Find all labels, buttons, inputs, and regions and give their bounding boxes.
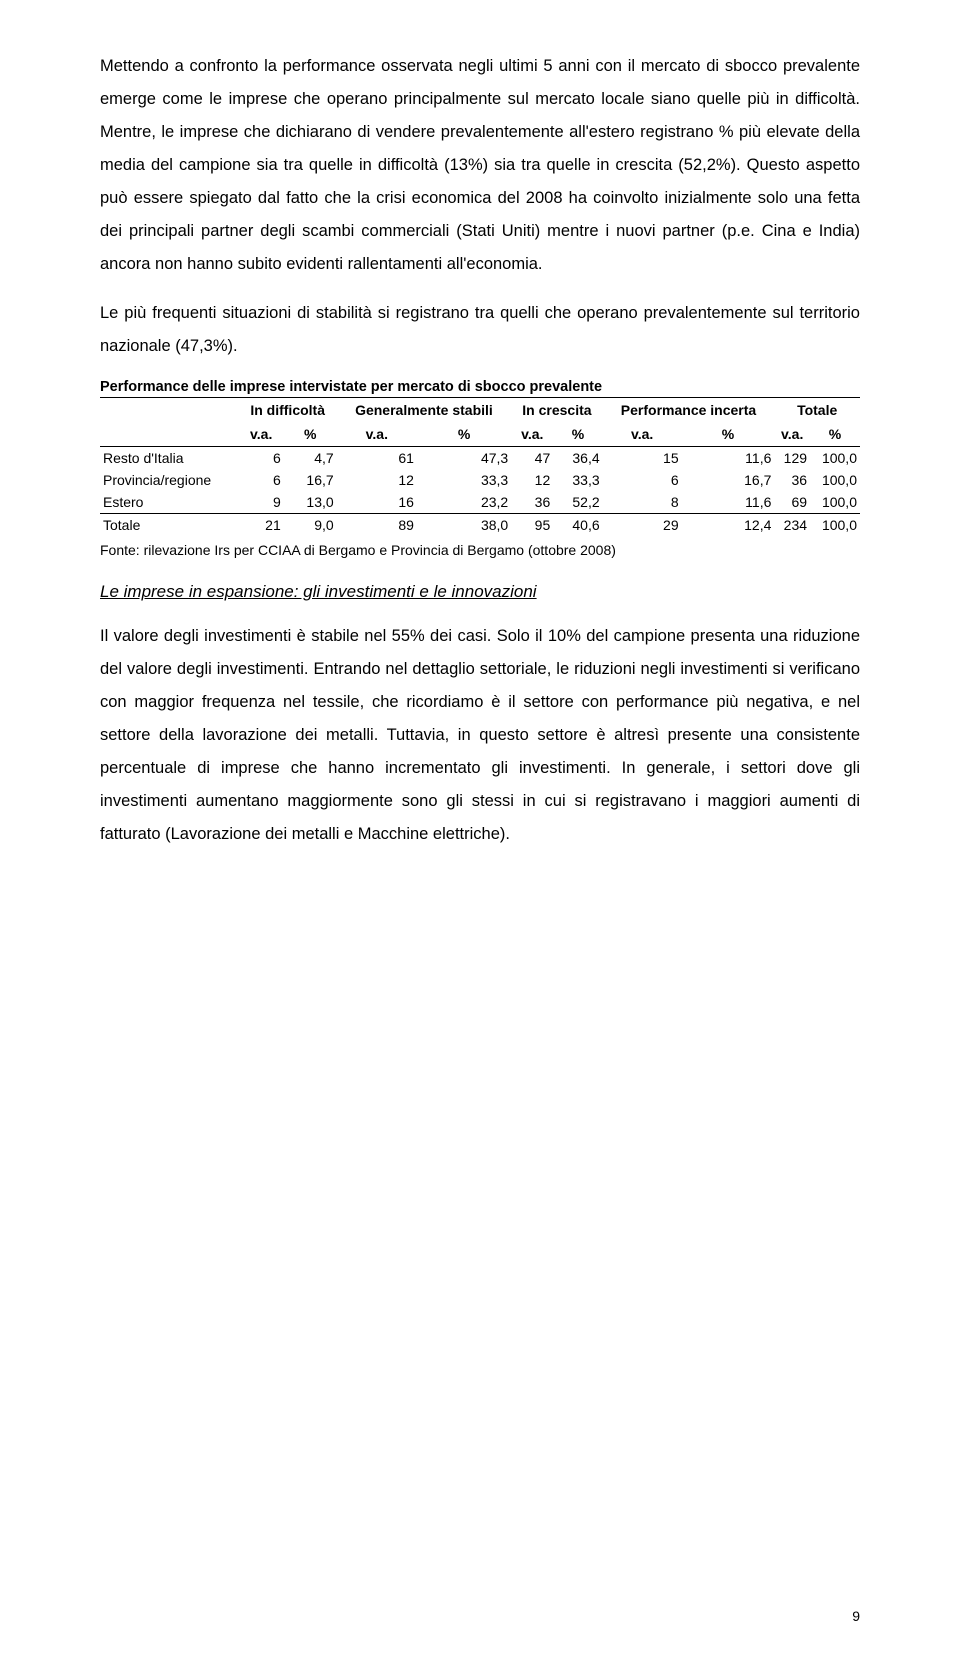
cell: 6 [239,447,284,470]
paragraph-2: Le più frequenti situazioni di stabilità… [100,297,860,363]
section-heading: Le imprese in espansione: gli investimen… [100,582,860,602]
cell: 47,3 [417,447,511,470]
row-label: Resto d'Italia [100,447,239,470]
table-row: Estero 9 13,0 16 23,2 36 52,2 8 11,6 69 … [100,491,860,514]
cell: 12 [337,469,417,491]
paragraph-1: Mettendo a confronto la performance osse… [100,50,860,281]
cell: 11,6 [682,491,775,514]
cell: 6 [603,469,682,491]
cell: 100,0 [810,491,860,514]
cell: 38,0 [417,514,511,537]
cell: 16,7 [284,469,337,491]
cell: 36,4 [553,447,602,470]
cell: 33,3 [553,469,602,491]
table-corner [100,398,239,422]
row-label: Totale [100,514,239,537]
document-page: Mettendo a confronto la performance osse… [0,0,960,1654]
cell: 234 [774,514,810,537]
cell: 33,3 [417,469,511,491]
cell: 29 [603,514,682,537]
col-group-2: In crescita [511,398,602,422]
cell: 16,7 [682,469,775,491]
cell: 11,6 [682,447,775,470]
cell: 36 [511,491,553,514]
cell: 8 [603,491,682,514]
table-header-row-groups: In difficoltà Generalmente stabili In cr… [100,398,860,422]
cell: 95 [511,514,553,537]
cell: 13,0 [284,491,337,514]
table-body: Resto d'Italia 6 4,7 61 47,3 47 36,4 15 … [100,447,860,537]
table-title: Performance delle imprese intervistate p… [100,379,860,398]
cell: 21 [239,514,284,537]
cell: 6 [239,469,284,491]
cell: 61 [337,447,417,470]
cell: 69 [774,491,810,514]
cell: 47 [511,447,553,470]
page-number: 9 [852,1608,860,1624]
sub-pct-0: % [284,422,337,447]
table-corner-sub [100,422,239,447]
sub-va-4: v.a. [774,422,810,447]
cell: 100,0 [810,514,860,537]
cell: 4,7 [284,447,337,470]
cell: 15 [603,447,682,470]
col-group-0: In difficoltà [239,398,337,422]
table-row: Resto d'Italia 6 4,7 61 47,3 47 36,4 15 … [100,447,860,470]
cell: 89 [337,514,417,537]
table-row: Provincia/regione 6 16,7 12 33,3 12 33,3… [100,469,860,491]
col-group-3: Performance incerta [603,398,775,422]
cell: 129 [774,447,810,470]
cell: 16 [337,491,417,514]
cell: 9,0 [284,514,337,537]
table-header-row-sub: v.a. % v.a. % v.a. % v.a. % v.a. % [100,422,860,447]
col-group-1: Generalmente stabili [337,398,512,422]
cell: 12,4 [682,514,775,537]
sub-pct-2: % [553,422,602,447]
table-row-total: Totale 21 9,0 89 38,0 95 40,6 29 12,4 23… [100,514,860,537]
sub-va-2: v.a. [511,422,553,447]
table-source: Fonte: rilevazione Irs per CCIAA di Berg… [100,542,860,558]
sub-va-3: v.a. [603,422,682,447]
cell: 40,6 [553,514,602,537]
row-label: Estero [100,491,239,514]
sub-pct-4: % [810,422,860,447]
sub-pct-1: % [417,422,511,447]
cell: 52,2 [553,491,602,514]
sub-va-0: v.a. [239,422,284,447]
paragraph-3: Il valore degli investimenti è stabile n… [100,620,860,851]
cell: 23,2 [417,491,511,514]
row-label: Provincia/regione [100,469,239,491]
cell: 9 [239,491,284,514]
cell: 36 [774,469,810,491]
performance-table: In difficoltà Generalmente stabili In cr… [100,398,860,536]
sub-pct-3: % [682,422,775,447]
sub-va-1: v.a. [337,422,417,447]
cell: 100,0 [810,447,860,470]
cell: 12 [511,469,553,491]
col-group-4: Totale [774,398,860,422]
cell: 100,0 [810,469,860,491]
